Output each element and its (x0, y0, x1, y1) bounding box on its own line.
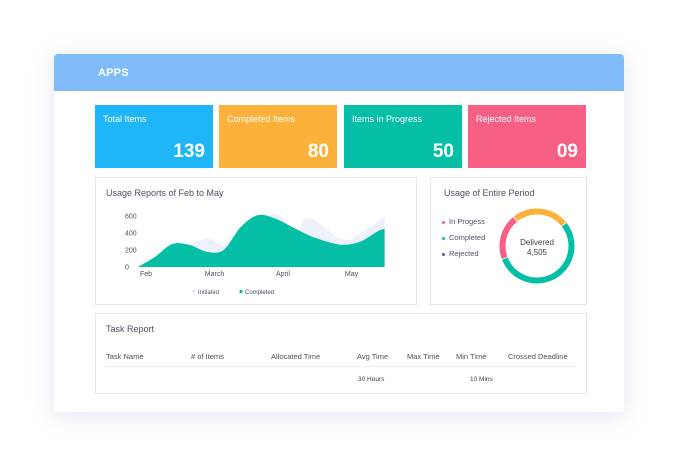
legend-label-initiated[interactable]: Initiated (198, 290, 219, 296)
y-tick-label: 200 (125, 248, 137, 255)
legend-label: In Progess (449, 217, 485, 226)
legend-label: Rejected (449, 249, 479, 258)
usage-area-chart: 600 400 200 0 Feb March April May Initiated Compl… (125, 214, 385, 296)
stat-label: Rejected Items (476, 114, 537, 124)
column-header-items[interactable]: # of Items (191, 352, 224, 361)
stat-value: 50 (432, 141, 454, 162)
donut-center-label: Delivered (520, 238, 554, 247)
title-bar: APPS (54, 54, 624, 91)
legend-marker (192, 289, 196, 294)
x-tick-label: Feb (140, 271, 152, 278)
completed-dot-icon (442, 236, 445, 240)
column-header-min-time[interactable]: Min Time (456, 352, 487, 361)
legend-item-rejected: Rejected (442, 249, 479, 258)
table-header-divider (106, 366, 576, 367)
stat-card-completed-items[interactable]: Completed Items 80 (219, 105, 337, 168)
stat-value: 80 (307, 141, 329, 162)
y-tick-label: 0 (125, 265, 129, 272)
usage-report-title: Usage Reports of Feb to May (106, 188, 224, 198)
donut-slice-completed (502, 222, 575, 284)
donut-slice-rejected (499, 217, 518, 259)
column-header-max-time[interactable]: Max Time (407, 352, 440, 361)
in-progress-dot-icon (442, 220, 445, 224)
dashboard-window: APPS Total Items 139 Completed Items 80 … (54, 54, 624, 412)
column-header-allocated-time[interactable]: Allocated Time (271, 352, 321, 361)
table-cell-avg-time: 30 Hours (358, 376, 385, 383)
area-series-completed (138, 214, 385, 267)
stat-card-rejected-items[interactable]: Rejected Items 09 (468, 105, 586, 168)
x-tick-label: April (276, 271, 290, 278)
usage-report-panel: Usage Reports of Feb to May 600 400 200 0 Fe… (95, 177, 417, 305)
stat-card-total-items[interactable]: Total Items 139 (95, 105, 213, 168)
period-usage-panel: Usage of Entire Period In Progess Comple… (430, 177, 587, 305)
stat-label: Total Items (103, 114, 147, 124)
donut-slice-in-progess (513, 208, 566, 227)
app-title: APPS (98, 67, 129, 79)
legend-label-completed[interactable]: Completed (245, 290, 274, 296)
task-report-panel: Task Report Task Name # of Items Allocat… (95, 313, 587, 394)
stat-label: Completed Items (227, 114, 296, 124)
column-header-avg-time[interactable]: Avg Time (357, 352, 389, 361)
rejected-dot-icon (442, 252, 445, 256)
donut-center-value: 4,505 (527, 248, 548, 257)
y-tick-label: 400 (125, 231, 137, 238)
y-tick-label: 600 (125, 214, 137, 221)
legend-label: Completed (449, 233, 486, 242)
legend-item-in-progress: In Progess (442, 217, 485, 226)
x-tick-label: March (205, 271, 225, 278)
stat-card-items-in-progress[interactable]: Items in Progress 50 (344, 105, 462, 168)
stat-value: 139 (173, 141, 205, 162)
task-report-title: Task Report (106, 324, 155, 334)
legend-item-completed: Completed (442, 233, 485, 242)
table-cell-min-time: 10 Mins (470, 376, 493, 383)
stat-label: Items in Progress (352, 114, 423, 124)
column-header-task-name[interactable]: Task Name (106, 352, 144, 361)
x-tick-label: May (345, 271, 359, 278)
period-usage-title: Usage of Entire Period (444, 188, 535, 198)
stat-value: 09 (556, 141, 578, 162)
legend-marker (239, 289, 243, 294)
column-header-crossed-deadline[interactable]: Crossed Deadline (508, 352, 568, 361)
